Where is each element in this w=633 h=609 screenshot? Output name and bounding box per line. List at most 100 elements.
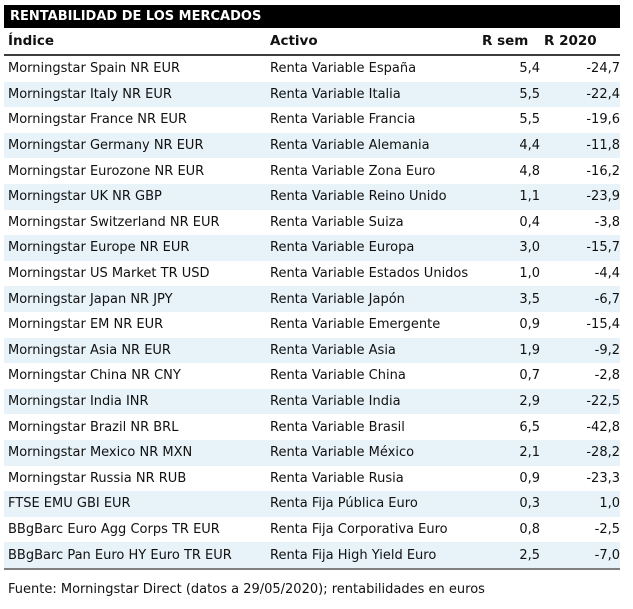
- r2020-cell: -2,8: [594, 368, 620, 384]
- rsem-cell: 0,9: [519, 317, 540, 333]
- table-header: Índice Activo R sem R 2020: [4, 28, 620, 56]
- index-cell: Morningstar Mexico NR MXN: [8, 445, 193, 461]
- r2020-cell: -15,4: [586, 317, 620, 333]
- index-cell: BBgBarc Pan Euro HY Euro TR EUR: [8, 547, 232, 563]
- source-note: Fuente: Morningstar Direct (datos a 29/0…: [8, 581, 485, 597]
- rsem-cell: 1,9: [519, 342, 540, 358]
- column-header-activo: Activo: [266, 28, 478, 56]
- table-row: Morningstar China NR CNY Renta Variable …: [4, 363, 620, 389]
- asset-cell: Renta Variable Suiza: [270, 214, 404, 230]
- index-cell: Morningstar Russia NR RUB: [8, 470, 187, 486]
- rsem-cell: 1,0: [519, 266, 540, 282]
- index-cell: Morningstar Eurozone NR EUR: [8, 163, 205, 179]
- table-row: Morningstar Spain NR EUR Renta Variable …: [4, 55, 620, 82]
- table-row: Morningstar Asia NR EUR Renta Variable A…: [4, 337, 620, 364]
- header-row: Índice Activo R sem R 2020: [4, 28, 620, 56]
- r2020-cell: -22,4: [586, 86, 620, 102]
- asset-cell: Renta Variable Zona Euro: [270, 163, 436, 179]
- asset-cell: Renta Variable Alemania: [270, 138, 430, 154]
- index-cell: Morningstar Italy NR EUR: [8, 86, 172, 102]
- index-cell: Morningstar Spain NR EUR: [8, 61, 181, 77]
- column-header-r2020: R 2020: [540, 28, 620, 56]
- rsem-cell: 2,5: [519, 547, 540, 563]
- table-row: Morningstar Eurozone NR EUR Renta Variab…: [4, 158, 620, 184]
- rsem-cell: 0,3: [519, 496, 540, 512]
- index-cell: Morningstar Asia NR EUR: [8, 342, 171, 358]
- table-row: Morningstar Japan NR JPY Renta Variable …: [4, 286, 620, 312]
- asset-cell: Renta Fija High Yield Euro: [270, 547, 437, 563]
- rsem-cell: 0,4: [519, 214, 540, 230]
- table-row: Morningstar Brazil NR BRL Renta Variable…: [4, 414, 620, 440]
- table-body: Morningstar Spain NR EUR Renta Variable …: [4, 55, 620, 569]
- panel-title: RENTABILIDAD DE LOS MERCADOS: [10, 9, 262, 24]
- index-cell: Morningstar Germany NR EUR: [8, 138, 204, 154]
- market-returns-panel: RENTABILIDAD DE LOS MERCADOS Índice Acti…: [4, 5, 620, 597]
- rsem-cell: 2,1: [519, 445, 540, 461]
- table-row: Morningstar Italy NR EUR Renta Variable …: [4, 81, 620, 108]
- table-row: Morningstar France NR EUR Renta Variable…: [4, 107, 620, 133]
- panel-title-bar: RENTABILIDAD DE LOS MERCADOS: [4, 5, 620, 28]
- asset-cell: Renta Variable Italia: [270, 86, 401, 102]
- index-cell: BBgBarc Euro Agg Corps TR EUR: [8, 521, 220, 537]
- column-header-rsem: R sem: [478, 28, 540, 56]
- table-row: BBgBarc Pan Euro HY Euro TR EUR Renta Fi…: [4, 542, 620, 569]
- rsem-cell: 5,5: [519, 112, 540, 128]
- r2020-cell: -15,7: [586, 240, 620, 256]
- rsem-cell: 5,5: [519, 86, 540, 102]
- rsem-cell: 1,1: [519, 189, 540, 205]
- rsem-cell: 3,5: [519, 291, 540, 307]
- r2020-cell: -24,7: [586, 61, 620, 77]
- r2020-cell: -11,8: [586, 138, 620, 154]
- rsem-cell: 4,4: [519, 138, 540, 154]
- asset-cell: Renta Variable Francia: [270, 112, 416, 128]
- table-row: Morningstar India INR Renta Variable Ind…: [4, 388, 620, 415]
- asset-cell: Renta Variable Reino Unido: [270, 189, 447, 205]
- table-row: Morningstar Mexico NR MXN Renta Variable…: [4, 439, 620, 466]
- rsem-cell: 3,0: [519, 240, 540, 256]
- table-row: Morningstar Europe NR EUR Renta Variable…: [4, 235, 620, 261]
- index-cell: Morningstar Europe NR EUR: [8, 240, 190, 256]
- returns-table: Índice Activo R sem R 2020 Morningstar S…: [4, 28, 620, 570]
- r2020-cell: -4,4: [594, 266, 620, 282]
- r2020-cell: -2,5: [594, 521, 620, 537]
- index-cell: Morningstar France NR EUR: [8, 112, 187, 128]
- asset-cell: Renta Variable México: [270, 445, 415, 461]
- asset-cell: Renta Variable Brasil: [270, 419, 405, 435]
- r2020-cell: -6,7: [594, 291, 620, 307]
- asset-cell: Renta Variable Asia: [270, 342, 396, 358]
- asset-cell: Renta Variable Rusia: [270, 470, 404, 486]
- table-row: Morningstar US Market TR USD Renta Varia…: [4, 261, 620, 287]
- asset-cell: Renta Variable India: [270, 394, 401, 410]
- table-row: FTSE EMU GBI EUR Renta Fija Pública Euro…: [4, 491, 620, 517]
- r2020-cell: -9,2: [594, 342, 620, 358]
- asset-cell: Renta Fija Corporativa Euro: [270, 521, 448, 537]
- r2020-cell: -19,6: [586, 112, 620, 128]
- asset-cell: Renta Fija Pública Euro: [270, 496, 418, 512]
- table-row: Morningstar UK NR GBP Renta Variable Rei…: [4, 183, 620, 210]
- rsem-cell: 0,8: [519, 521, 540, 537]
- r2020-cell: -16,2: [586, 163, 620, 179]
- asset-cell: Renta Variable Europa: [270, 240, 415, 256]
- index-cell: Morningstar US Market TR USD: [8, 266, 210, 282]
- r2020-cell: -7,0: [594, 547, 620, 563]
- column-header-indice: Índice: [4, 28, 266, 56]
- index-cell: Morningstar India INR: [8, 394, 149, 410]
- r2020-cell: -22,5: [586, 394, 620, 410]
- r2020-cell: -42,8: [586, 419, 620, 435]
- table-row: Morningstar Switzerland NR EUR Renta Var…: [4, 210, 620, 236]
- r2020-cell: 1,0: [599, 496, 620, 512]
- asset-cell: Renta Variable China: [270, 368, 406, 384]
- asset-cell: Renta Variable España: [270, 61, 417, 77]
- table-row: Morningstar EM NR EUR Renta Variable Eme…: [4, 312, 620, 338]
- index-cell: Morningstar EM NR EUR: [8, 317, 164, 333]
- asset-cell: Renta Variable Estados Unidos: [270, 266, 469, 282]
- rsem-cell: 5,4: [519, 61, 540, 77]
- index-cell: Morningstar Japan NR JPY: [8, 291, 173, 307]
- r2020-cell: -23,9: [586, 189, 620, 205]
- asset-cell: Renta Variable Emergente: [270, 317, 441, 333]
- r2020-cell: -3,8: [594, 214, 620, 230]
- rsem-cell: 6,5: [519, 419, 540, 435]
- table-row: Morningstar Germany NR EUR Renta Variabl…: [4, 132, 620, 159]
- index-cell: Morningstar China NR CNY: [8, 368, 181, 384]
- rsem-cell: 0,9: [519, 470, 540, 486]
